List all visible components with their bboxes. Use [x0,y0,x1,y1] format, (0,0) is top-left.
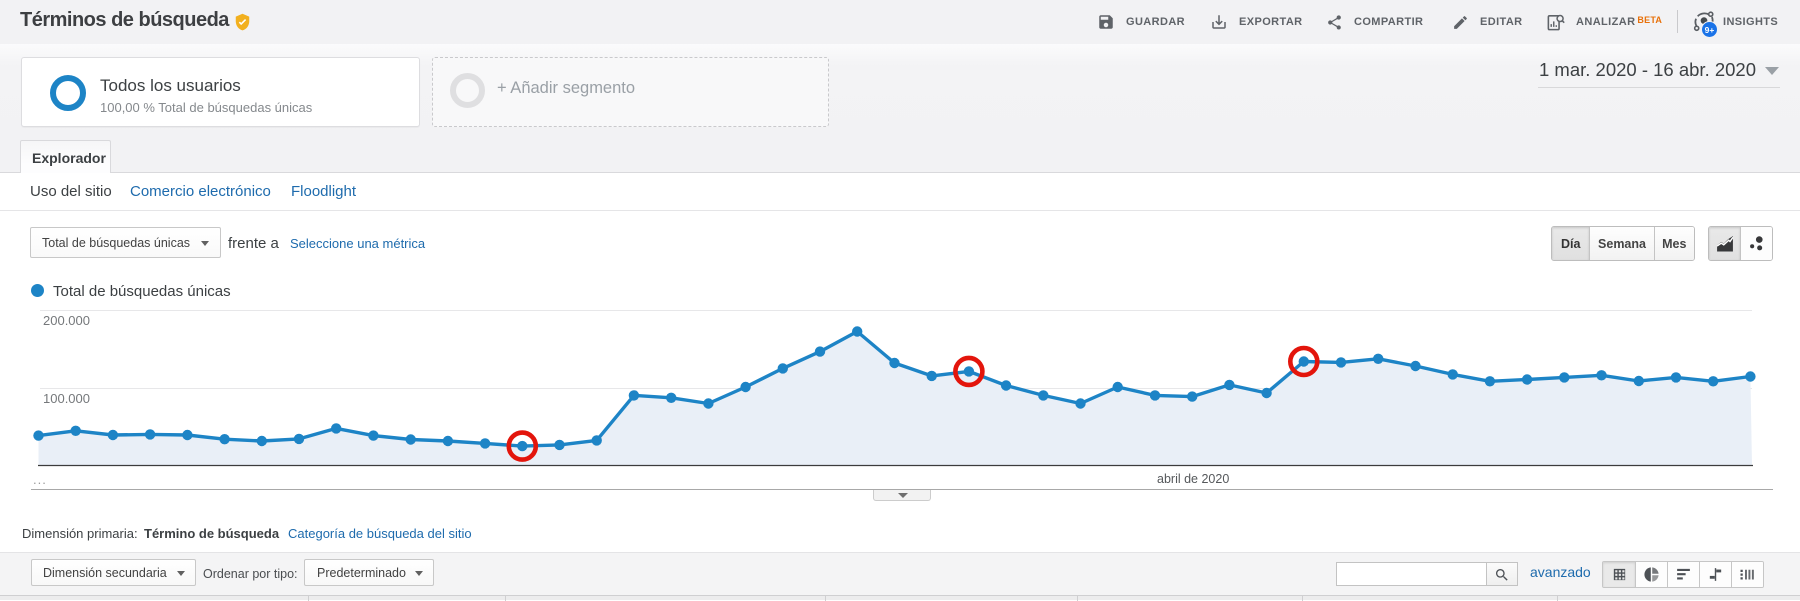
svg-text:9+: 9+ [1705,25,1715,35]
